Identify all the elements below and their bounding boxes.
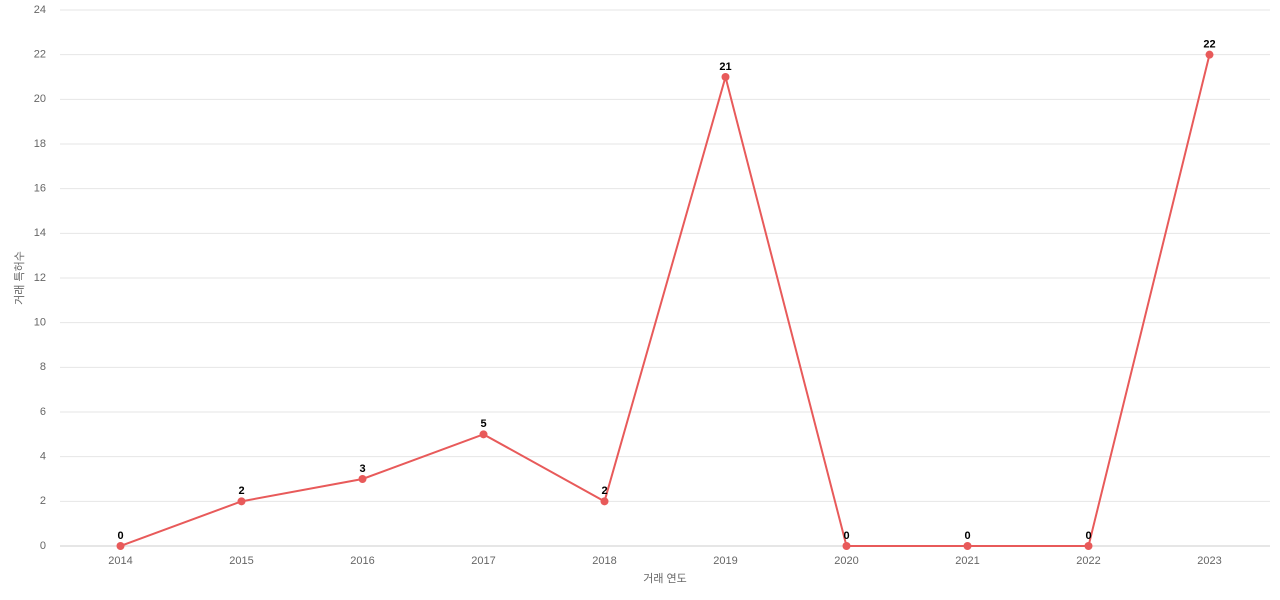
value-label: 0 — [964, 530, 970, 542]
y-tick-label: 4 — [40, 451, 46, 463]
x-tick-label: 2017 — [471, 555, 495, 567]
point — [479, 430, 488, 439]
value-label: 0 — [117, 530, 123, 542]
y-tick-label: 14 — [34, 227, 46, 239]
y-tick-label: 22 — [34, 49, 46, 61]
y-tick-label: 6 — [40, 406, 46, 418]
y-axis-label: 거래 특허수 — [13, 251, 26, 305]
x-tick-label: 2019 — [713, 555, 737, 567]
value-label: 5 — [480, 418, 486, 430]
point — [358, 475, 367, 483]
point — [600, 497, 609, 506]
value-label: 0 — [843, 530, 849, 542]
y-tick-label: 8 — [40, 361, 46, 373]
x-tick-label: 2016 — [350, 555, 374, 567]
y-tick-label: 12 — [34, 272, 46, 284]
value-label: 21 — [719, 61, 731, 73]
x-tick-label: 2015 — [229, 555, 253, 567]
line — [120, 54, 1211, 547]
y-tick-label: 24 — [34, 4, 46, 16]
point — [842, 542, 851, 550]
x-tick-label: 2014 — [108, 555, 132, 567]
x-tick-label: 2020 — [834, 555, 858, 567]
value-label: 3 — [359, 463, 365, 475]
point — [1084, 542, 1093, 550]
value-label: 0 — [1085, 530, 1091, 542]
point — [1205, 50, 1214, 59]
point — [963, 542, 972, 550]
point — [237, 497, 246, 506]
value-label: 2 — [238, 485, 244, 497]
y-tick-label: 16 — [34, 183, 46, 195]
y-tick-label: 2 — [40, 495, 46, 507]
point — [116, 542, 125, 550]
y-tick-label: 0 — [40, 540, 46, 552]
value-label: 2 — [601, 485, 607, 497]
y-tick-label: 18 — [34, 138, 46, 150]
x-axis-label: 거래 연도 — [643, 572, 687, 585]
point — [721, 73, 730, 81]
x-tick-label: 2022 — [1076, 555, 1100, 567]
x-tick-label: 2023 — [1197, 555, 1221, 567]
y-tick-label: 20 — [34, 93, 46, 105]
value-label: 22 — [1203, 39, 1215, 51]
x-tick-label: 2021 — [955, 555, 979, 567]
x-tick-label: 2018 — [592, 555, 616, 567]
y-tick-label: 10 — [34, 317, 46, 329]
